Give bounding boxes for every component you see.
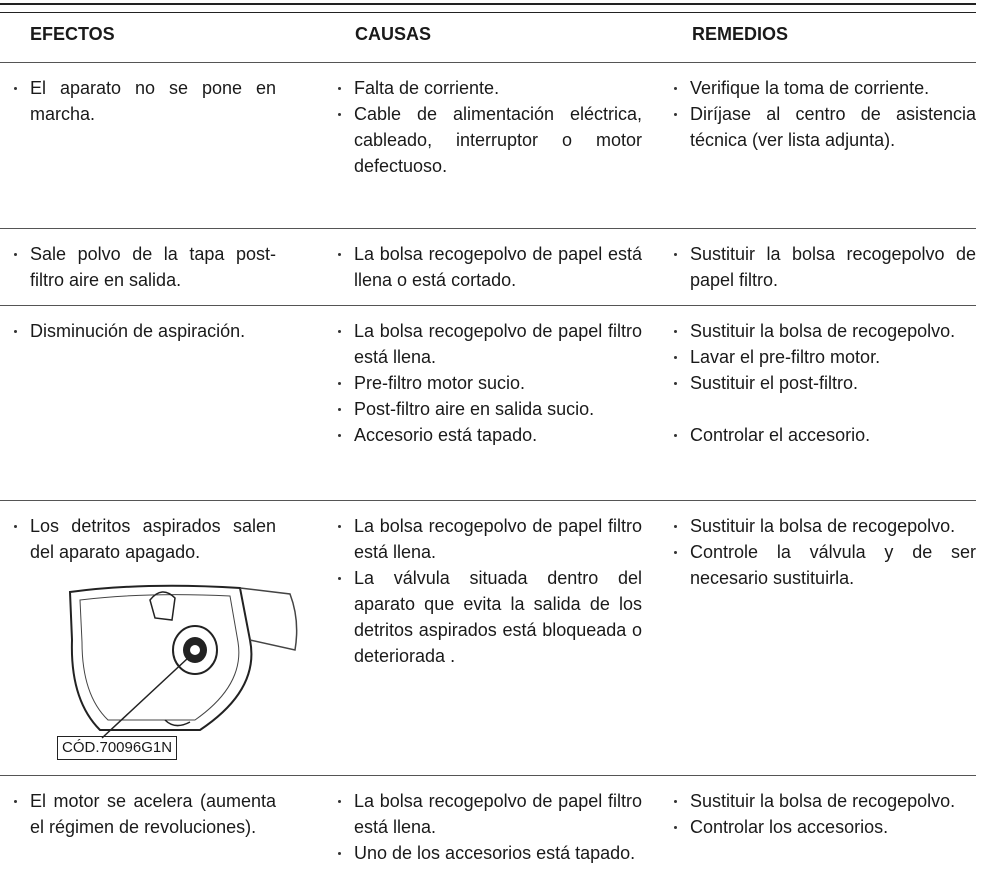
remedies-list: Sustituir la bolsa de recogepolvo. Lavar …	[672, 318, 976, 448]
effects-cell: El aparato no se pone en marcha.	[12, 75, 276, 127]
causes-cell: La bolsa recogepolvo de papel filtro est…	[336, 788, 642, 866]
remedie-item: Sustituir la bolsa de recogepolvo.	[672, 788, 976, 814]
top-rule	[0, 12, 976, 13]
top-rule	[0, 3, 976, 5]
remedie-item: Sustituir la bolsa recogepolvo de papel …	[672, 241, 976, 293]
effect-item: Disminución de aspiración.	[12, 318, 276, 344]
valve-illustration	[68, 584, 298, 739]
causes-cell: La bolsa recogepolvo de papel está llena…	[336, 241, 642, 293]
remedies-cell: Sustituir la bolsa de recogepolvo. Contro…	[672, 788, 976, 840]
effects-list: Disminución de aspiración.	[12, 318, 276, 344]
cause-item: La bolsa recogepolvo de papel filtro est…	[336, 788, 642, 840]
cause-item: La bolsa recogepolvo de papel filtro est…	[336, 513, 642, 565]
column-header: REMEDIOS	[692, 24, 789, 44]
remedies-cell: Sustituir la bolsa recogepolvo de papel …	[672, 241, 976, 293]
remedies-cell: Sustituir la bolsa de recogepolvo. Contro…	[672, 513, 976, 591]
causes-list: La bolsa recogepolvo de papel filtro est…	[336, 318, 642, 448]
remedie-item: Sustituir el post-filtro.	[672, 370, 976, 396]
remedies-list: Sustituir la bolsa de recogepolvo. Contro…	[672, 513, 976, 591]
causes-cell: La bolsa recogepolvo de papel filtro est…	[336, 318, 642, 448]
remedie-item: Sustituir la bolsa de recogepolvo.	[672, 318, 976, 344]
effect-item: Sale polvo de la tapa post-filtro aire e…	[12, 241, 276, 293]
effect-item: El motor se acelera (aumenta el régimen …	[12, 788, 276, 840]
remedies-list: Sustituir la bolsa de recogepolvo. Contro…	[672, 788, 976, 840]
effects-cell: El motor se acelera (aumenta el régimen …	[12, 788, 276, 840]
effects-list: El aparato no se pone en marcha.	[12, 75, 276, 127]
effects-cell: Disminución de aspiración.	[12, 318, 276, 344]
effect-item: El aparato no se pone en marcha.	[12, 75, 276, 127]
causes-list: Falta de corriente. Cable de alimentación…	[336, 75, 642, 179]
causes-list: La bolsa recogepolvo de papel filtro est…	[336, 788, 642, 866]
cause-item: La válvula situada dentro del aparato qu…	[336, 565, 642, 669]
column-header: EFECTOS	[30, 24, 115, 44]
causes-cell: La bolsa recogepolvo de papel filtro est…	[336, 513, 642, 669]
remedie-item: Controle la válvula y de ser necesario s…	[672, 539, 976, 591]
causes-list: La bolsa recogepolvo de papel está llena…	[336, 241, 642, 293]
table-row: El motor se acelera (aumenta el régimen …	[0, 775, 976, 875]
table-row: Los detritos aspirados salen del aparato…	[0, 500, 976, 775]
remedie-item: Controlar los accesorios.	[672, 814, 976, 840]
table-row: Sale polvo de la tapa post-filtro aire e…	[0, 228, 976, 305]
remedies-cell: Sustituir la bolsa de recogepolvo. Lavar …	[672, 318, 976, 448]
cause-item: Uno de los accesorios está tapado.	[336, 840, 642, 866]
cause-item: Post-filtro aire en salida sucio.	[336, 396, 642, 422]
remedie-item: Verifique la toma de corriente.	[672, 75, 976, 101]
remedie-item: Controlar el accesorio.	[672, 422, 976, 448]
effect-item: Los detritos aspirados salen del aparato…	[12, 513, 276, 565]
cause-item: Cable de alimentación eléctrica, cablead…	[336, 101, 642, 179]
remedie-item: Sustituir la bolsa de recogepolvo.	[672, 513, 976, 539]
cause-item: Falta de corriente.	[336, 75, 642, 101]
effects-cell: Sale polvo de la tapa post-filtro aire e…	[12, 241, 276, 293]
cause-item: La bolsa recogepolvo de papel filtro est…	[336, 318, 642, 370]
code-label: CÓD.70096G1N	[57, 736, 178, 760]
table-row: Disminución de aspiración. La bolsa recog…	[0, 305, 976, 500]
cause-item: La bolsa recogepolvo de papel está llena…	[336, 241, 642, 293]
table-body: El aparato no se pone en marcha. Falta de…	[0, 62, 976, 875]
cause-item: Accesorio está tapado.	[336, 422, 642, 448]
remedie-item: Lavar el pre-filtro motor.	[672, 344, 976, 370]
effects-list: El motor se acelera (aumenta el régimen …	[12, 788, 276, 840]
effects-list: Los detritos aspirados salen del aparato…	[12, 513, 276, 565]
table-row: El aparato no se pone en marcha. Falta de…	[0, 62, 976, 228]
remedie-item: Diríjase al centro de asistencia técnica…	[672, 101, 976, 153]
remedies-list: Verifique la toma de corriente. Diríjase …	[672, 75, 976, 153]
causes-cell: Falta de corriente. Cable de alimentación…	[336, 75, 642, 179]
causes-list: La bolsa recogepolvo de papel filtro est…	[336, 513, 642, 669]
remedies-list: Sustituir la bolsa recogepolvo de papel …	[672, 241, 976, 293]
effects-list: Sale polvo de la tapa post-filtro aire e…	[12, 241, 276, 293]
effects-cell: Los detritos aspirados salen del aparato…	[12, 513, 276, 565]
cause-item: Pre-filtro motor sucio.	[336, 370, 642, 396]
remedies-cell: Verifique la toma de corriente. Diríjase …	[672, 75, 976, 153]
column-header: CAUSAS	[355, 24, 432, 44]
